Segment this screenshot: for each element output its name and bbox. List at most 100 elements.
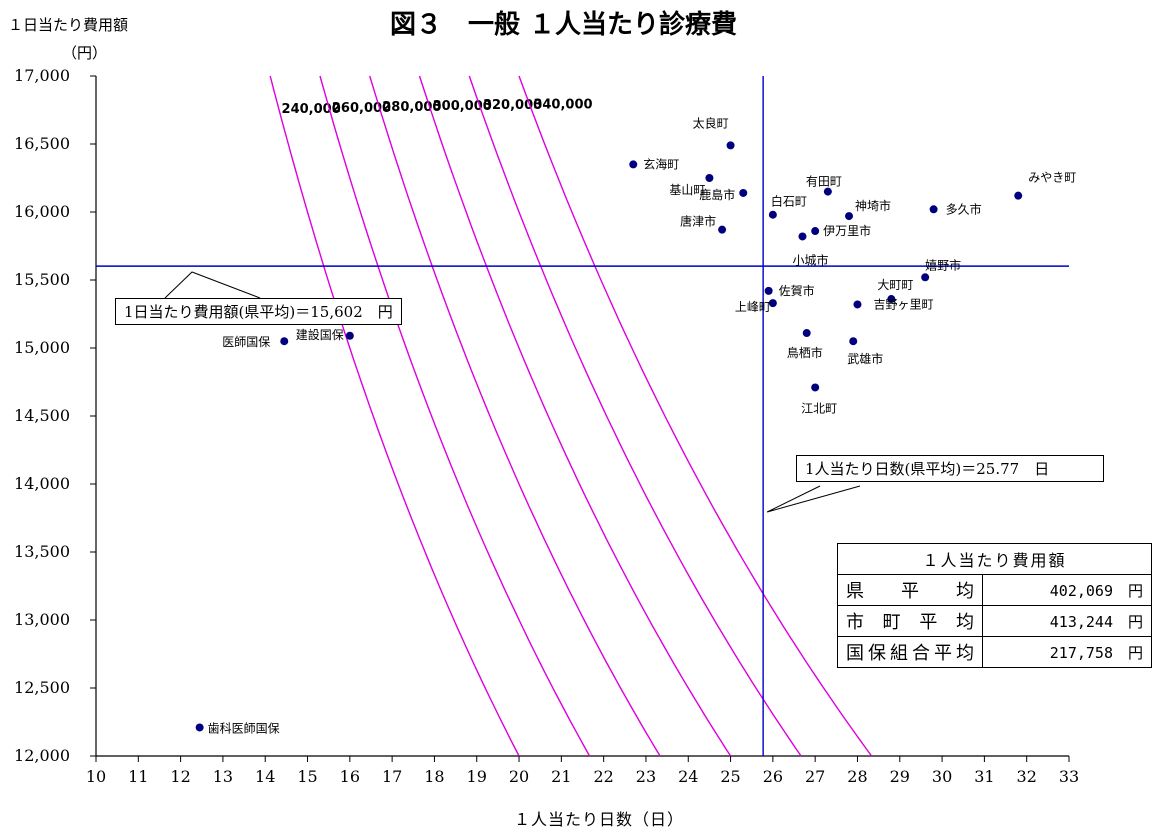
data-point <box>929 205 938 214</box>
summary-table-header: １人当たり費用額 <box>837 543 1152 575</box>
x-tick-label: 26 <box>763 767 783 786</box>
y-tick-label: 13,500 <box>14 542 70 561</box>
summary-table: １人当たり費用額 県 平 均 402,069 円 市 町 平 均 413,244… <box>837 543 1152 668</box>
x-tick-label: 29 <box>890 767 910 786</box>
data-point <box>718 225 727 234</box>
data-point <box>280 337 289 346</box>
data-point <box>739 188 748 197</box>
data-point-label: 基山町 <box>669 183 705 197</box>
data-point <box>802 329 811 338</box>
y-tick-label: 14,000 <box>14 474 70 493</box>
data-point-label: 白石町 <box>771 194 807 209</box>
data-point <box>705 174 714 182</box>
summary-row-municipal: 市 町 平 均 413,244 円 <box>837 605 1152 637</box>
iso-curve-label: 280,000 <box>382 100 441 115</box>
x-tick-label: 32 <box>1017 767 1037 786</box>
callout-y-average: 1日当たり費用額(県平均)＝15,602 円 <box>115 298 402 325</box>
data-point <box>811 383 820 392</box>
x-axis-label: １人当たり日数（日） <box>514 810 685 829</box>
data-point <box>629 160 638 169</box>
data-point-label: 江北町 <box>801 401 837 415</box>
iso-cost-curves: 240,000260,000280,000300,000320,000340,0… <box>269 75 873 757</box>
x-tick-label: 19 <box>467 767 487 786</box>
data-point <box>849 337 858 346</box>
data-point <box>768 299 777 308</box>
data-point <box>195 723 204 732</box>
x-tick-label: 31 <box>974 767 994 786</box>
y-axis-label: １日当たり費用額 <box>8 16 129 34</box>
data-point-label: 有田町 <box>806 175 842 189</box>
data-point <box>823 187 832 196</box>
x-tick-label: 25 <box>720 767 740 786</box>
data-point-label: 佐賀市 <box>779 283 815 298</box>
callout-x-pointer <box>766 485 861 513</box>
iso-curve <box>369 75 661 757</box>
x-tick-label: 13 <box>213 767 233 786</box>
data-point-label: 神埼市 <box>855 198 891 213</box>
data-point <box>811 227 820 236</box>
data-point <box>345 331 354 340</box>
data-point-label: 伊万里市 <box>823 223 871 238</box>
data-point-label: 唐津市 <box>680 214 716 229</box>
iso-curve-label: 300,000 <box>433 99 492 114</box>
summary-row-value: 413,244 円 <box>982 605 1152 637</box>
data-point-label: 歯科医師国保 <box>208 721 280 735</box>
x-tick-label: 23 <box>636 767 656 786</box>
data-point <box>1014 191 1023 200</box>
data-point <box>921 273 930 282</box>
y-tick-label: 15,000 <box>14 338 70 357</box>
y-tick-label: 12,000 <box>14 746 70 765</box>
data-point-label: 小城市 <box>792 252 828 267</box>
x-tick-label: 27 <box>805 767 825 786</box>
iso-curve-label: 240,000 <box>282 102 341 117</box>
data-point <box>853 300 862 309</box>
iso-curve <box>319 75 591 757</box>
y-tick-label: 12,500 <box>14 678 70 697</box>
y-tick-label: 15,500 <box>14 270 70 289</box>
x-tick-label: 30 <box>932 767 952 786</box>
summary-row-value: 217,758 円 <box>982 636 1152 668</box>
x-tick-label: 11 <box>128 767 148 786</box>
data-point <box>726 141 735 150</box>
data-point-label: 医師国保 <box>222 335 270 349</box>
x-tick-label: 28 <box>847 767 867 786</box>
summary-row-label: 県 平 均 <box>846 581 974 602</box>
x-tick-label: 24 <box>678 767 698 786</box>
iso-curve <box>468 75 802 757</box>
data-point-label: 上峰町 <box>735 300 771 314</box>
data-point-label: 多久市 <box>946 201 982 216</box>
iso-curve <box>418 75 732 757</box>
data-point <box>764 286 773 295</box>
data-point-label: 太良町 <box>693 115 729 130</box>
data-point <box>798 232 807 241</box>
summary-row-association: 国 保 組 合 平 均 217,758 円 <box>837 636 1152 668</box>
iso-curve-label: 260,000 <box>332 101 391 116</box>
data-point-label: みやき町 <box>1028 171 1076 185</box>
axes-layer: 10 11 12 13 14 15 16 17 18 19 20 21 22 23 24 25 26 27 28 29… <box>14 66 1079 786</box>
summary-row-label: 国 保 組 合 平 均 <box>846 643 974 664</box>
x-tick-label: 21 <box>551 767 571 786</box>
iso-curve-label: 340,000 <box>533 97 592 112</box>
y-tick-label: 13,000 <box>14 610 70 629</box>
summary-row-value: 402,069 円 <box>982 574 1152 606</box>
x-tick-label: 17 <box>382 767 402 786</box>
x-tick-label: 33 <box>1059 767 1079 786</box>
data-point-label: 建設国保 <box>296 327 344 342</box>
chart-title: 図３ 一般 １人当たり診療費 <box>390 10 738 40</box>
x-tick-label: 14 <box>255 767 275 786</box>
x-tick-label: 16 <box>340 767 360 786</box>
iso-curve <box>269 75 520 757</box>
data-point <box>768 210 777 219</box>
summary-row-label: 市 町 平 均 <box>846 612 974 633</box>
data-point-label: 嬉野市 <box>925 257 961 272</box>
x-tick-label: 18 <box>424 767 444 786</box>
y-tick-label: 17,000 <box>14 66 70 85</box>
data-point <box>845 212 854 221</box>
iso-curve-label: 320,000 <box>483 98 542 113</box>
summary-row-prefecture: 県 平 均 402,069 円 <box>837 574 1152 606</box>
iso-curve <box>518 75 873 757</box>
x-tick-label: 12 <box>170 767 190 786</box>
y-tick-label: 16,500 <box>14 134 70 153</box>
